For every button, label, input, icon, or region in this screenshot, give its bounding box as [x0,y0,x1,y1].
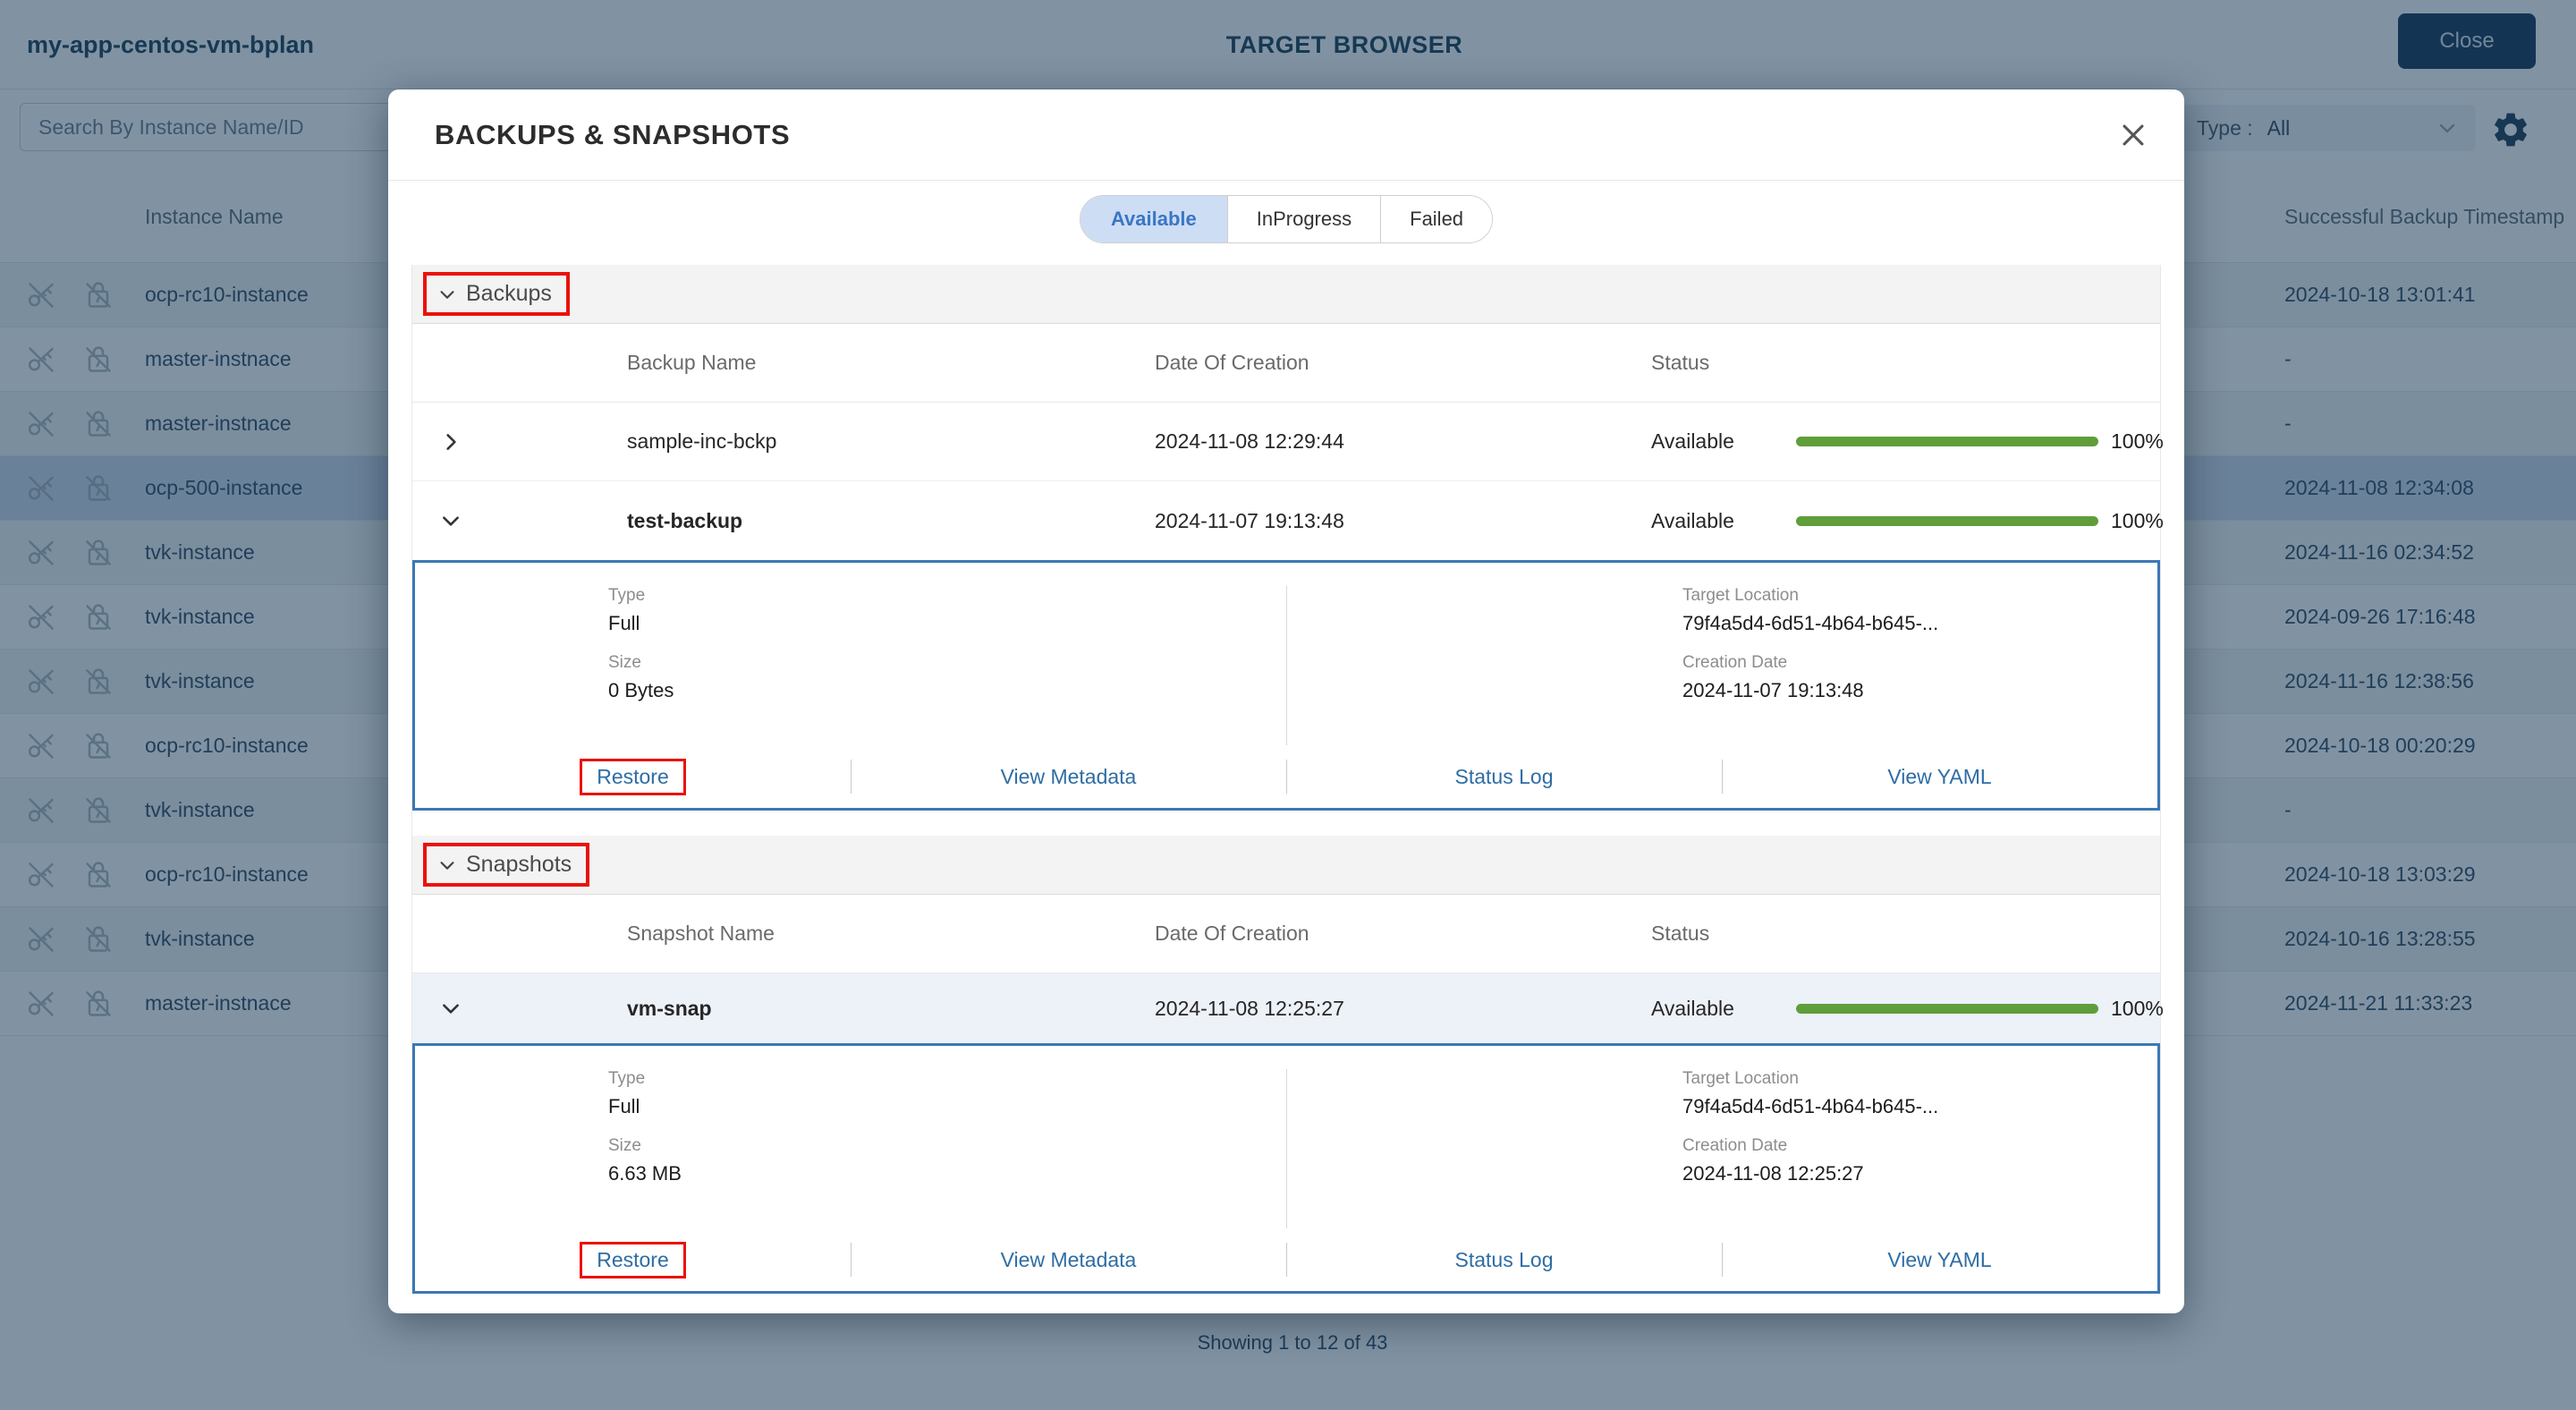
status-tabs: Available InProgress Failed [388,195,2184,243]
modal-header: BACKUPS & SNAPSHOTS [388,89,2184,181]
progress-bar [1796,515,2098,526]
snapshot-actions: Restore View Metadata Status Log View YA… [415,1228,2157,1291]
status-text: Available [1651,508,1734,532]
snapshots-section-label: Snapshots [466,852,572,877]
progress-percent: 100% [2111,508,2164,532]
view-metadata-link[interactable]: View Metadata [1000,1247,1137,1271]
modal-close-button[interactable] [2118,120,2148,150]
target-location-value: 79f4a5d4-6d51-4b64-b645-... [1682,1095,1939,1117]
target-location-label: Target Location [1682,586,1799,605]
tab-available[interactable]: Available [1080,196,1227,242]
tab-inprogress[interactable]: InProgress [1226,196,1381,242]
backup-name: test-backup [627,508,743,532]
backup-detail-columns: Type Full Size 0 Bytes Target Location 79f4… [415,563,2157,745]
snapshots-table-header: Snapshot Name Date Of Creation Status [412,895,2160,973]
view-yaml-link[interactable]: View YAML [1887,764,1992,788]
view-yaml-link[interactable]: View YAML [1887,1247,1992,1271]
type-value: Full [608,1095,640,1117]
status-header: Status [1651,351,1710,374]
snapshot-row-expanded[interactable]: vm-snap 2024-11-08 12:25:27 Available 10… [412,973,2164,1043]
view-metadata-link[interactable]: View Metadata [1000,764,1137,788]
snapshot-name-header: Snapshot Name [627,922,775,945]
snapshot-status-cell: Available 100% [1651,997,2176,1021]
backup-name: sample-inc-bckp [627,429,777,453]
creation-date-value: 2024-11-07 19:13:48 [1682,679,1864,701]
annotation-box: Snapshots [423,843,590,887]
annotation-box: Backups [423,272,570,316]
tab-failed[interactable]: Failed [1380,196,1493,242]
backup-actions: Restore View Metadata Status Log View YA… [415,745,2157,808]
chevron-down-icon [439,509,462,532]
date-of-creation-header: Date Of Creation [1155,351,1309,374]
creation-date-label: Creation Date [1682,1136,1788,1155]
status-log-link[interactable]: Status Log [1454,764,1554,788]
progress-percent: 100% [2111,429,2164,453]
snapshot-detail-panel: Type Full Size 6.63 MB Target Location 79f4… [412,1043,2160,1294]
backups-section-toggle[interactable]: Backups [437,281,552,307]
modal-title: BACKUPS & SNAPSHOTS [435,118,791,150]
type-label: Type [608,1069,646,1088]
collapse-row-button[interactable] [412,997,627,1020]
annotation-box: Restore [580,1241,686,1278]
size-value: 6.63 MB [608,1162,682,1185]
creation-date-value: 2024-11-08 12:25:27 [1682,1162,1864,1185]
target-location-value: 79f4a5d4-6d51-4b64-b645-... [1682,612,1939,634]
restore-link[interactable]: Restore [597,764,669,788]
size-value: 0 Bytes [608,679,674,701]
status-log-link[interactable]: Status Log [1454,1247,1554,1271]
collapse-row-button[interactable] [412,509,627,532]
chevron-down-icon [439,997,462,1020]
chevron-right-icon [439,430,462,454]
backup-name-header: Backup Name [627,351,757,374]
backup-row[interactable]: sample-inc-bckp 2024-11-08 12:29:44 Avai… [412,403,2164,481]
snapshot-name: vm-snap [627,996,712,1020]
status-header: Status [1651,922,1710,945]
progress-percent: 100% [2111,996,2164,1020]
backups-snapshots-modal: BACKUPS & SNAPSHOTS Available InProgress… [388,89,2184,1313]
chevron-down-icon [437,855,457,875]
snapshots-section-toggle[interactable]: Snapshots [437,852,572,878]
snapshots-section-header: Snapshots [412,836,2160,895]
section-gap [412,811,2160,836]
backup-row-expanded[interactable]: test-backup 2024-11-07 19:13:48 Availabl… [412,481,2164,560]
backups-section-header: Backups [412,265,2160,324]
backup-status-cell: Available 100% [1651,429,2176,454]
backup-detail-right: Target Location 79f4a5d4-6d51-4b64-b645-.… [1286,586,2157,745]
chevron-down-icon [437,285,457,304]
progress-bar [1796,1003,2098,1014]
size-label: Size [608,653,641,672]
snapshot-detail-left: Type Full Size 6.63 MB [415,1069,1286,1228]
modal-content: Backups Backup Name Date Of Creation Sta… [411,265,2164,1294]
backup-status-cell: Available 100% [1651,509,2176,533]
size-label: Size [608,1136,641,1155]
date-of-creation-header: Date Of Creation [1155,922,1309,945]
type-label: Type [608,586,646,605]
close-icon [2118,120,2148,150]
target-location-label: Target Location [1682,1069,1799,1088]
tab-group: Available InProgress Failed [1079,195,1494,243]
backup-date: 2024-11-08 12:29:44 [1155,429,1344,453]
backup-detail-left: Type Full Size 0 Bytes [415,586,1286,745]
restore-link[interactable]: Restore [597,1247,669,1271]
progress-bar [1796,437,2098,446]
snapshot-detail-columns: Type Full Size 6.63 MB Target Location 79f4… [415,1046,2157,1228]
backup-date: 2024-11-07 19:13:48 [1155,508,1344,532]
creation-date-label: Creation Date [1682,653,1788,672]
backups-section-label: Backups [466,281,552,306]
backup-detail-panel: Type Full Size 0 Bytes Target Location 79f4… [412,560,2160,811]
snapshot-detail-right: Target Location 79f4a5d4-6d51-4b64-b645-.… [1286,1069,2157,1228]
backups-table-header: Backup Name Date Of Creation Status [412,324,2160,403]
type-value: Full [608,612,640,634]
status-text: Available [1651,429,1734,453]
snapshot-date: 2024-11-08 12:25:27 [1155,996,1344,1020]
expand-row-button[interactable] [412,430,627,454]
status-text: Available [1651,996,1734,1020]
annotation-box: Restore [580,758,686,795]
